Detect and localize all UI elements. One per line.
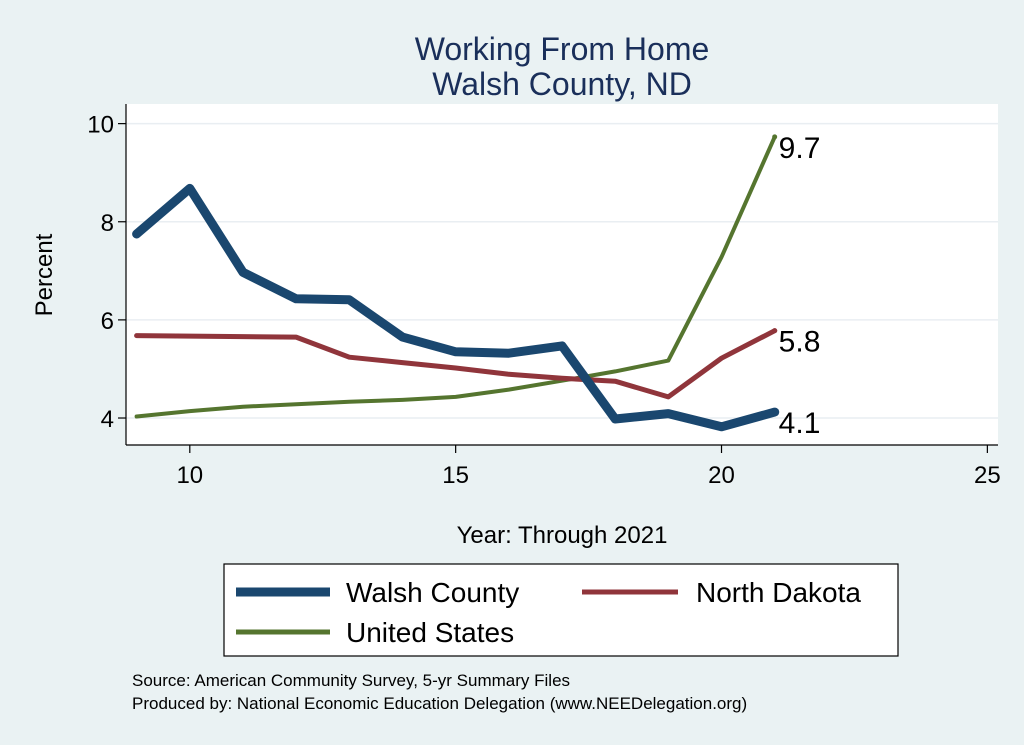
end-labels: 9.7 5.8 4.1 [779, 132, 821, 440]
series-lines [132, 134, 780, 432]
y-axis-title: Percent [31, 233, 58, 316]
series-line-walsh-county [132, 183, 780, 432]
series-end-point-walsh-county [772, 409, 778, 415]
y-tick-label: 4 [101, 406, 114, 433]
y-tick-label: 8 [101, 210, 114, 237]
chart-title: Working From Home [415, 31, 710, 67]
x-tick-label: 10 [176, 462, 203, 489]
series-line-united-states [134, 134, 777, 419]
series-end-point-united-states [772, 134, 778, 140]
x-tick-label: 25 [974, 462, 1001, 489]
x-tick-label: 15 [442, 462, 469, 489]
axes: 4 6 8 10 10 15 20 25 [87, 104, 1001, 489]
legend-label-walsh-county: Walsh County [346, 577, 519, 608]
series-line-north-dakota [134, 328, 778, 400]
plot-area [126, 104, 998, 445]
end-label-north-dakota: 5.8 [779, 326, 821, 359]
x-tick-label: 20 [708, 462, 735, 489]
end-label-walsh-county: 4.1 [779, 407, 821, 440]
chart-subtitle: Walsh County, ND [432, 66, 692, 102]
legend-box [223, 563, 899, 657]
series-end-point-north-dakota [772, 328, 778, 334]
produced-by-note: Produced by: National Economic Education… [132, 694, 747, 713]
legend-label-united-states: United States [346, 617, 514, 648]
y-tick-label: 6 [101, 308, 114, 335]
legend: Walsh County North Dakota United States [223, 563, 899, 657]
grid [126, 122, 998, 419]
legend-label-north-dakota: North Dakota [696, 577, 861, 608]
source-note: Source: American Community Survey, 5-yr … [132, 671, 570, 690]
y-tick-label: 10 [87, 112, 114, 139]
end-label-united-states: 9.7 [779, 132, 821, 165]
x-axis-title: Year: Through 2021 [457, 522, 668, 549]
